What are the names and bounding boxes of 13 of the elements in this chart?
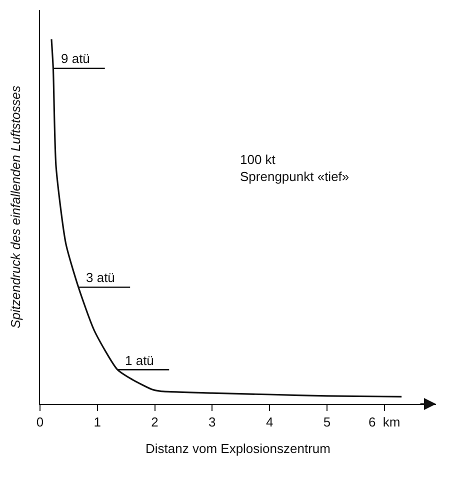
- annotation: 3 atü: [86, 270, 115, 285]
- x-tick-label: 3: [208, 414, 216, 430]
- x-tick-label: 0: [36, 414, 44, 430]
- y-axis-title: Spitzendruck des einfallenden Luftstosses: [8, 85, 23, 328]
- annotation: 1 atü: [125, 353, 154, 368]
- x-tick-label: 1: [94, 414, 102, 430]
- x-tick-label: 5: [323, 414, 331, 430]
- x-tick-label: 2: [151, 414, 158, 430]
- x-axis-title: Distanz vom Explosionszentrum: [146, 441, 330, 456]
- annotation: 9 atü: [61, 51, 90, 66]
- x-tick-label: 4: [266, 414, 274, 430]
- x-tick-label: 6 km: [368, 414, 400, 430]
- annotation: 100 kt Sprengpunkt «tief»: [240, 152, 350, 184]
